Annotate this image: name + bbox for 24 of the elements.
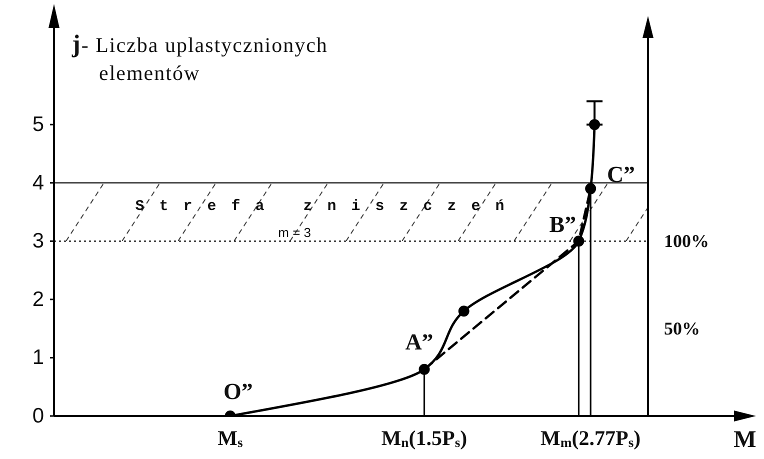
point: [458, 306, 470, 317]
x-tick-label: M$_{s}$: [218, 426, 243, 450]
annotation: C”: [606, 162, 636, 186]
point: [585, 183, 596, 194]
y-tick-label: 3: [32, 230, 44, 253]
x-tick-label: M$_{m}$(2.77P$_{s}$): [540, 426, 641, 450]
point: [573, 236, 584, 247]
point: [418, 364, 430, 375]
y-tick-label: 2: [32, 288, 44, 311]
y-axis-title: j- Liczba uplastycznionych elementów: [72, 31, 328, 85]
point: [589, 119, 600, 130]
annotation: B”: [549, 212, 576, 237]
y-tick-label: 4: [32, 171, 44, 194]
y2-tick-label: 50%: [664, 318, 700, 338]
ref-line-label: m = 3: [278, 224, 312, 240]
y-tick-label: 1: [32, 346, 44, 370]
x-tick-label: M$_{n}$(1.5P$_{s}$): [381, 426, 468, 450]
y-tick-label: 0: [32, 404, 44, 428]
y-tick-label: 5: [32, 113, 44, 136]
annotation: O”: [224, 378, 253, 404]
band-label: Strefa zniszczeń: [135, 198, 520, 215]
x-axis-title: M: [734, 427, 756, 453]
y2-tick-label: 100%: [664, 230, 709, 251]
annotation: A”: [405, 328, 434, 354]
